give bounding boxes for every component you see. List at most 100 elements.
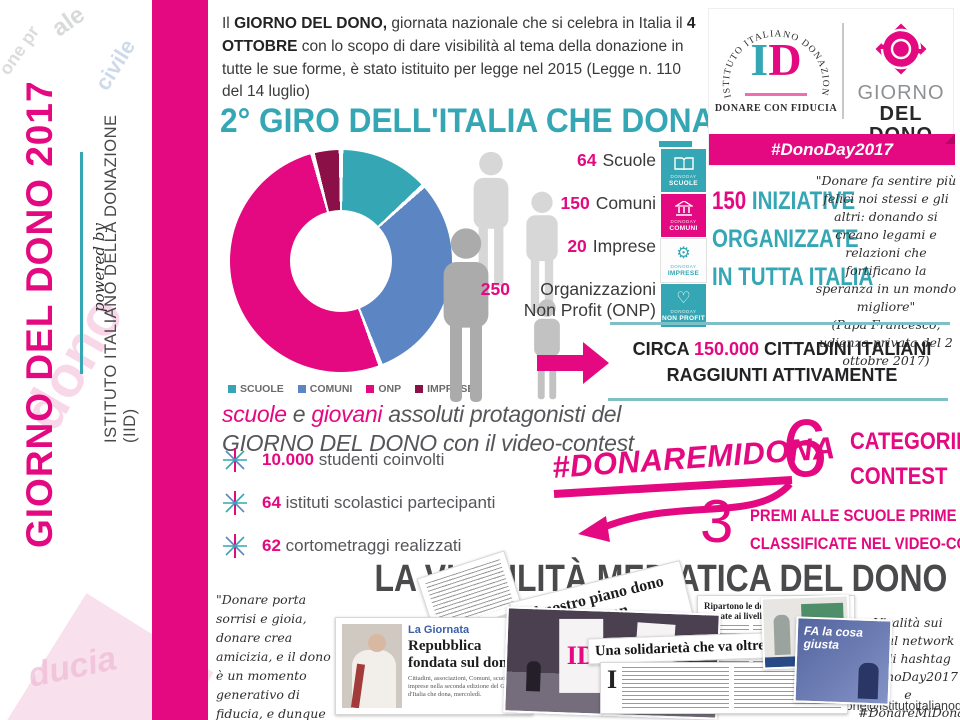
stat-row-scuole: 64 Scuole [470, 150, 656, 171]
bullet-number: 10.000 [262, 450, 314, 469]
headline-text: GIORNO DEL DONO [222, 430, 437, 456]
intro-bold-giorno: GIORNO DEL DONO, [234, 15, 388, 32]
drop-cap: I [607, 665, 618, 694]
legend-item-comuni: COMUNI [297, 383, 353, 395]
circa-text: CITTADINI ITALIANI RAGGIUNTI ATTIVAMENTE [666, 339, 932, 385]
bullet-text: cortometraggi realizzati [285, 536, 462, 555]
headline-accent: giovani [311, 401, 383, 427]
iniziative-line2: ORGANIZZATE [712, 225, 859, 253]
iniziative-word: INIZIATIVE [746, 187, 856, 215]
legend-label: SCUOLE [240, 383, 284, 395]
tv-show-label: FA la cosa giusta [803, 623, 864, 652]
logo-box: ISTITUTO ITALIANO DONAZIONE ID DONARE CO… [708, 4, 955, 166]
categories-line2: CONTEST [850, 463, 948, 490]
divider-line [608, 398, 948, 401]
iniziative-block: 150 INIZIATIVE ORGANIZZATE IN TUTTA ITAL… [712, 182, 873, 296]
stat-row-imprese: 20 Imprese [470, 236, 656, 257]
intro-text: giornata nazionale che si celebra in Ita… [387, 15, 687, 32]
prizes-line2: CLASSIFICATE NEL VIDEO-CONTEST [750, 535, 960, 553]
press-brand: La Giornata [408, 624, 470, 636]
monogram-d: D [768, 34, 802, 85]
magenta-sidebar [152, 0, 208, 720]
legend-swatch [415, 385, 424, 393]
vertical-divider [80, 152, 83, 374]
stat-number: 250 [480, 279, 510, 299]
prizes-count: 3 [700, 488, 734, 555]
circa-number: 150.000 [693, 339, 760, 359]
donoday-hashtag: #DonoDay2017 [771, 139, 893, 159]
right-arrow-icon [537, 342, 611, 384]
quote-text: "Donare fa sentire più felici noi stessi… [815, 173, 957, 314]
stat-row-comuni: 150 Comuni [470, 193, 656, 214]
pope-photo [342, 624, 402, 708]
tile-scuole: DONODAY SCUOLE [660, 148, 707, 193]
stat-label: Organizzazioni Non Profit (ONP) [523, 279, 656, 320]
donoday-ribbon: #DonoDay2017 [709, 134, 955, 165]
press-card-repubblica: La Giornata Repubblica fondata sul dono … [335, 617, 533, 715]
headline-text: e [286, 401, 312, 427]
tile-top-label: DONODAY [670, 308, 697, 314]
page-title: 2° GIRO DELL'ITALIA CHE DONA [220, 102, 715, 140]
event-title-vertical: GIORNO DEL DONO 2017 [19, 80, 60, 549]
quote-papa-francesco: "Donare fa sentire più felici noi stessi… [815, 172, 957, 370]
headline-text: con il video-contest [436, 430, 634, 456]
tile-top-label: DONODAY [670, 173, 697, 179]
prizes-label: PREMI ALLE SCUOLE PRIME CLASSIFICATE NEL… [750, 502, 960, 558]
bullet-students: 10.000 studenti coinvolti [222, 446, 495, 474]
tile-label: COMUNI [669, 224, 698, 232]
stat-number: 64 [577, 150, 597, 170]
tile-top-label: DONODAY [670, 263, 697, 269]
stats-list: 64 Scuole 150 Comuni 20 Imprese 250 Organizz… [470, 150, 656, 343]
iniziative-number: 150 [712, 187, 747, 215]
intro-text: Il [222, 15, 235, 32]
asterisk-icon [223, 534, 247, 558]
bullet-list: 10.000 studenti coinvolti 64 istituti sc… [222, 446, 495, 575]
quote-text: "Donare porta sorrisi e gioia, donare cr… [216, 592, 331, 720]
intro-bold-date: 4 OTTOBRE [222, 15, 696, 55]
heart-icon: ♡ [676, 289, 691, 307]
stat-label: Comuni [595, 193, 656, 213]
legend-swatch [297, 385, 306, 393]
legend-item-scuole: SCUOLE [228, 383, 284, 395]
schools-headline: scuole e giovani assoluti protagonisti d… [222, 400, 634, 458]
legend-swatch [228, 385, 236, 393]
title-accent-dash [659, 141, 692, 147]
tile-label: NON PROFIT [661, 314, 706, 322]
stat-number: 150 [560, 193, 590, 213]
iid-logo: ISTITUTO ITALIANO DONAZIONE ID DONARE CO… [709, 4, 839, 133]
gears-icon: ⚙ [676, 244, 691, 262]
legend-label: COMUNI [309, 383, 353, 395]
tv-show-photo: FA la cosa giusta [793, 616, 893, 706]
tile-imprese: ⚙ DONODAY IMPRESE [660, 238, 707, 283]
wordmark-line1: GIORNO [857, 82, 945, 104]
tile-comuni: DONODAY COMUNI [660, 193, 707, 238]
bullet-number: 62 [262, 536, 281, 555]
headline-text: assoluti protagonisti del [382, 401, 622, 427]
stat-label: Imprese [592, 236, 656, 256]
stat-number: 20 [567, 236, 587, 256]
iid-arc-text: ISTITUTO ITALIANO DONAZIONE [709, 4, 828, 99]
bullet-number: 64 [262, 493, 281, 512]
tile-non-profit: ♡ DONODAY NON PROFIT [660, 283, 707, 328]
quote-mattarella: "Donare porta sorrisi e gioia, donare cr… [216, 590, 338, 720]
monogram-underline [745, 93, 807, 96]
bullet-schools: 64 istituti scolastici partecipanti [222, 489, 495, 517]
watermark-word: ale [46, 0, 90, 43]
legend-label: ONP [378, 383, 402, 395]
headline-accent: scuole [222, 401, 287, 427]
iniziative-line3: IN TUTTA ITALIA [712, 263, 874, 291]
prizes-line1: PREMI ALLE SCUOLE PRIME [750, 507, 957, 525]
monogram-i: I [750, 34, 769, 85]
chart-legend: SCUOLE COMUNI ONP IMPRESE [228, 383, 474, 395]
tile-top-label: DONODAY [670, 218, 697, 224]
bullet-text: studenti coinvolti [318, 450, 445, 469]
organization-name-vertical: ISTITUTO ITALIANO DELLA DONAZIONE (IID) [102, 114, 139, 443]
logo-divider [842, 23, 844, 119]
legend-item-onp: ONP [366, 383, 401, 395]
categories-label: CATEGORIE CONTEST [850, 424, 960, 494]
divider-line [610, 322, 950, 325]
asterisk-icon [223, 491, 247, 515]
circa-text: CIRCA [632, 339, 694, 359]
tile-label: IMPRESE [667, 269, 700, 277]
